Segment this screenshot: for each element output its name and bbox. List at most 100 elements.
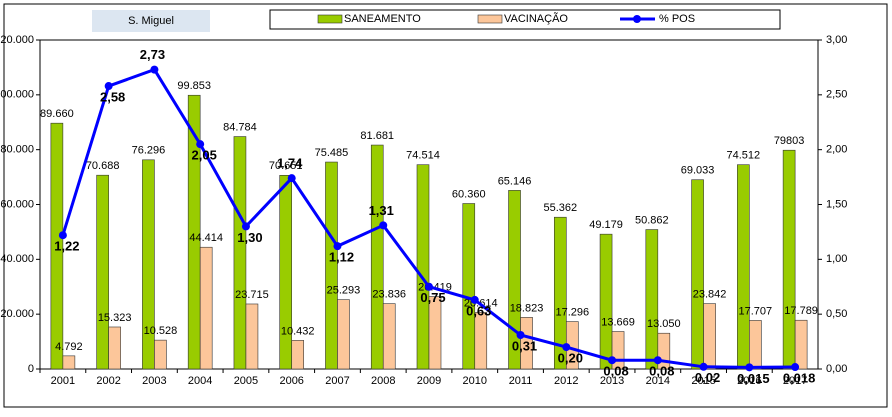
x-tick-label: 2002 [96, 375, 120, 387]
line-point [745, 363, 754, 372]
line-point [653, 356, 662, 365]
line-value-label: 1,22 [54, 239, 79, 254]
bar-value-label: 89.660 [40, 108, 74, 120]
legend-label: % POS [659, 13, 695, 25]
bar [474, 312, 488, 370]
bar [691, 179, 704, 370]
title-box [92, 10, 210, 32]
bar [154, 339, 167, 370]
bar-value-label: 99.853 [177, 80, 211, 92]
y-tick-label: 80.000 [0, 144, 34, 156]
y-tick-label: 60.000 [0, 198, 34, 210]
x-tick-label: 2005 [234, 375, 258, 387]
line-point [150, 65, 159, 74]
bar [108, 326, 121, 370]
line-value-label: 0,018 [783, 370, 816, 385]
bar-value-label: 70.688 [86, 160, 120, 172]
x-tick-label: 2001 [51, 375, 75, 387]
x-tick-label: 2012 [554, 375, 578, 387]
bar [703, 303, 716, 370]
line-value-label: 0,015 [737, 371, 770, 386]
line-point [333, 242, 342, 251]
bar [416, 164, 430, 370]
line-point [608, 356, 617, 365]
bar-value-label: 13.050 [647, 318, 681, 330]
bar [370, 144, 384, 370]
bar-value-label: 44.414 [189, 232, 223, 244]
line-value-label: 0,08 [603, 364, 628, 379]
y2-tick-label: 3,00 [826, 34, 847, 46]
x-tick-label: 2017 [783, 375, 807, 387]
x-tick-label: 2013 [600, 375, 624, 387]
x-tick-label: 2007 [325, 375, 349, 387]
bar [599, 233, 613, 370]
bar-value-label: 23.836 [372, 289, 406, 301]
bar [794, 319, 808, 370]
bar-value-label: 50.862 [635, 214, 669, 226]
bar [291, 340, 305, 370]
bar [382, 303, 396, 370]
line-value-label: 1,31 [369, 203, 394, 218]
y2-tick-label: 2,00 [826, 144, 847, 156]
x-tick-label: 2016 [737, 375, 761, 387]
legend-swatch [317, 14, 343, 24]
bar [142, 159, 155, 370]
x-tick-label: 2008 [371, 375, 395, 387]
bar-value-label: 25.293 [327, 285, 361, 297]
bar-value-label: 15.323 [98, 312, 132, 324]
bar [508, 190, 521, 370]
bar [737, 164, 750, 370]
bar [245, 303, 259, 370]
bar-value-label: 17.296 [555, 306, 589, 318]
legend-swatch [633, 15, 641, 23]
bar-value-label: 23.715 [235, 289, 269, 301]
bar-value-label: 75.485 [315, 147, 349, 159]
y2-tick-label: 1,00 [826, 253, 847, 265]
x-tick-label: 2006 [279, 375, 303, 387]
bar [233, 136, 247, 370]
line-value-label: 0,02 [695, 370, 720, 385]
line-point [104, 82, 113, 91]
bar-value-label: 23.842 [693, 289, 727, 301]
bar-value-label: 76.296 [132, 145, 166, 157]
bar [199, 246, 213, 370]
line-value-label: 1,74 [277, 156, 303, 171]
bar [782, 149, 796, 370]
bar-value-label: 74.514 [406, 150, 440, 162]
line-point [241, 222, 250, 231]
x-tick-label: 2011 [509, 375, 533, 387]
bar-value-label: 17.789 [784, 305, 818, 317]
bar [50, 122, 64, 370]
chart-title: S. Miguel [128, 15, 174, 27]
line-value-label: 0,31 [512, 338, 537, 353]
line-value-label: 0,63 [466, 303, 491, 318]
line-value-label: 0,20 [558, 351, 583, 366]
line-point [699, 362, 708, 371]
bar [325, 161, 338, 370]
bar-value-label: 65.146 [498, 175, 532, 187]
bar-value-label: 69.033 [681, 165, 715, 177]
line-point [562, 343, 571, 352]
bar-value-label: 60.360 [452, 188, 486, 200]
y2-tick-label: 0,00 [826, 363, 847, 375]
bar [96, 174, 109, 370]
bar-value-label: 17.707 [739, 305, 773, 317]
bar-value-label: 10.528 [144, 325, 178, 337]
line-value-label: 2,05 [192, 148, 217, 163]
y2-tick-label: 2,50 [826, 89, 847, 101]
bar-value-label: 49.179 [589, 219, 623, 231]
line-value-label: 2,73 [140, 47, 165, 62]
x-tick-label: 2015 [691, 375, 715, 387]
bar-value-label: 79803 [774, 135, 805, 147]
line-value-label: 1,30 [237, 230, 262, 245]
line-point [791, 363, 800, 372]
x-tick-label: 2004 [188, 375, 212, 387]
bar-value-label: 18.823 [510, 302, 544, 314]
x-tick-label: 2010 [463, 375, 487, 387]
bar [337, 299, 350, 370]
legend-box [269, 9, 781, 30]
y2-tick-label: 0,50 [826, 308, 847, 320]
bar-value-label: 81.681 [360, 130, 394, 142]
line-point [470, 295, 479, 304]
